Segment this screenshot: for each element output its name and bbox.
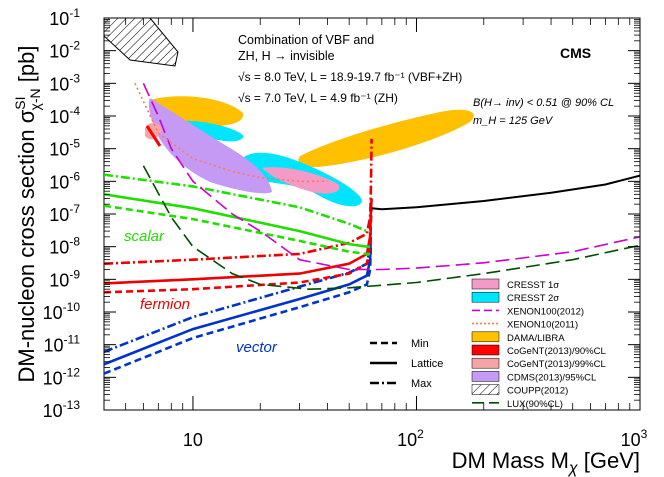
cresst-1sigma-region [262, 167, 340, 194]
x-axis-label: DM Mass Mχ [GeV] [452, 448, 640, 477]
legend-label: XENON10(2011) [507, 320, 578, 331]
series-cms-combination-limit [371, 174, 640, 211]
cms-label: CMS [560, 45, 591, 61]
series-layer [104, 82, 640, 375]
cogent-90-region [145, 125, 162, 147]
experimental-regions [104, 18, 474, 207]
energy-8tev-label: √s = 8.0 TeV, L = 18.9-19.7 fb⁻¹ (VBF+ZH… [238, 70, 462, 84]
series-scalar-max [104, 173, 371, 233]
y-tick-label: 10-2 [49, 39, 80, 62]
legend-label: CDMS(2013)/95%CL [507, 372, 596, 383]
legend-swatch [471, 371, 500, 382]
legend-label: CoGeNT(2013)/99%CL [507, 359, 606, 370]
y-tick-label: 10-7 [49, 202, 80, 225]
y-tick-label: 10-5 [49, 137, 80, 160]
vector-label: vector [236, 339, 278, 356]
series-lux-90-cl- [142, 165, 640, 291]
coupp-region [104, 18, 179, 67]
legend-label: COUPP(2012) [507, 386, 568, 397]
legend-label: DAMA/LIBRA [507, 333, 565, 344]
energy-7tev-label: √s = 7.0 TeV, L = 4.9 fb⁻¹ (ZH) [238, 91, 398, 105]
line-style-legend: Min Lattice Max [370, 338, 443, 390]
legend-swatch [471, 331, 500, 343]
style-legend-label: Min [411, 338, 429, 350]
y-tick-label: 10-12 [43, 365, 81, 388]
series-fermion-min [104, 208, 373, 294]
legend-swatch [471, 278, 500, 290]
experiment-legend: CRESST 1σ CRESST 2σ XENON100(2012) XENON10(… [471, 278, 606, 410]
y-tick-label: 10-8 [49, 235, 80, 258]
x-tick-label: 103 [621, 427, 648, 450]
y-tick-label: 10-1 [49, 6, 80, 29]
series-xenon100-2012- [142, 82, 640, 271]
y-tick-label: 10-11 [44, 333, 81, 356]
higgs-mass-label: m_H = 125 GeV [473, 115, 554, 127]
y-tick-label: 10-9 [49, 267, 80, 290]
y-tick-label: 10-3 [49, 71, 80, 94]
series-vector-min [104, 246, 373, 375]
legend-label: LUX(90%CL) [507, 399, 563, 410]
legend-label: CoGeNT(2013)/90%CL [507, 346, 606, 357]
series-scalar-lattice [104, 193, 371, 248]
axes: 10-1 10-2 10-3 10-4 10-5 10-6 10-7 10-8 10-9 10-1… [43, 6, 648, 450]
y-tick-label: 10-10 [43, 300, 81, 323]
y-axis-label: DM-nucleon cross section σSIχ-N [pb] [12, 46, 43, 383]
legend-label: CRESST 2σ [507, 293, 559, 304]
style-legend-label: Lattice [411, 358, 443, 370]
y-tick-label: 10-13 [43, 398, 81, 421]
legend-label: XENON100(2012) [507, 306, 584, 317]
dama-region-high [298, 109, 474, 168]
series-fermion-max [104, 138, 373, 265]
style-legend-label: Max [411, 378, 432, 390]
legend-swatch [471, 357, 500, 369]
x-tick-label: 102 [397, 427, 424, 450]
cdms-region [148, 98, 272, 194]
combination-line-1: Combination of VBF and [238, 33, 374, 47]
legend-swatch [471, 384, 500, 395]
series-xenon10-2011- [134, 82, 328, 183]
scalar-label: scalar [124, 228, 165, 245]
y-tick-label: 10-4 [49, 104, 80, 127]
legend-label: CRESST 1σ [507, 280, 559, 291]
y-tick-label: 10-6 [49, 169, 80, 192]
fermion-label: fermion [140, 296, 190, 313]
branching-ratio-label: B(H→ inv) < 0.51 @ 90% CL [473, 97, 614, 109]
series-scalar-min [104, 204, 371, 256]
x-tick-label: 10 [183, 430, 203, 450]
legend-swatch [471, 344, 500, 356]
combination-line-2: ZH, H → invisible [238, 49, 335, 63]
legend-swatch [471, 291, 500, 303]
